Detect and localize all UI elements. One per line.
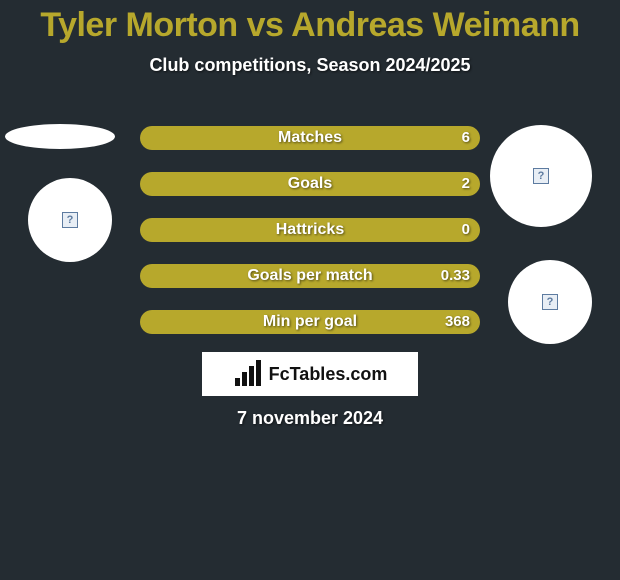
stat-bar-right-value: 2 — [462, 172, 470, 196]
stat-bar: Min per goal368 — [140, 310, 480, 334]
stat-bar-right-value: 368 — [445, 310, 470, 334]
placeholder-icon: ? — [533, 168, 549, 184]
stat-bar: Goals per match0.33 — [140, 264, 480, 288]
stat-bar-label: Min per goal — [140, 310, 480, 334]
stat-bar-label: Goals — [140, 172, 480, 196]
site-bars-icon — [233, 360, 265, 388]
site-label: FcTables.com — [269, 364, 388, 385]
player2-club-badge: ? — [508, 260, 592, 344]
stat-bar-right-value: 0.33 — [441, 264, 470, 288]
placeholder-icon: ? — [62, 212, 78, 228]
stat-bar-label: Matches — [140, 126, 480, 150]
stat-bar-label: Goals per match — [140, 264, 480, 288]
stat-bar-right-value: 0 — [462, 218, 470, 242]
stat-bars: Matches6Goals2Hattricks0Goals per match0… — [140, 126, 480, 356]
player2-photo: ? — [490, 125, 592, 227]
page-title: Tyler Morton vs Andreas Weimann — [0, 0, 620, 45]
subtitle: Club competitions, Season 2024/2025 — [0, 55, 620, 76]
site-badge: FcTables.com — [202, 352, 418, 396]
infographic-root: Tyler Morton vs Andreas Weimann Club com… — [0, 0, 620, 580]
player1-club-badge: ? — [28, 178, 112, 262]
placeholder-icon: ? — [542, 294, 558, 310]
stat-bar: Matches6 — [140, 126, 480, 150]
player1-photo — [5, 124, 115, 149]
stat-bar-right-value: 6 — [462, 126, 470, 150]
stat-bar: Goals2 — [140, 172, 480, 196]
stat-bar-label: Hattricks — [140, 218, 480, 242]
stat-bar: Hattricks0 — [140, 218, 480, 242]
date-text: 7 november 2024 — [0, 408, 620, 429]
